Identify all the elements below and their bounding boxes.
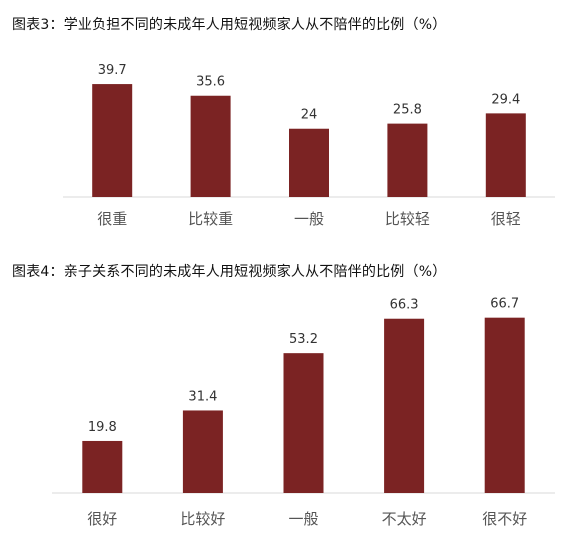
bar: [485, 113, 526, 197]
data-label: 19.8: [88, 420, 117, 435]
category-tick-label: 不太好: [382, 510, 427, 528]
data-label: 66.3: [390, 298, 419, 313]
chart-title: 图表3：学业负担不同的未成年人用短视频家人从不陪伴的比例（%）: [12, 17, 447, 33]
category-tick-label: 很轻: [491, 210, 521, 228]
data-label: 35.6: [196, 75, 225, 90]
data-label: 53.2: [289, 332, 318, 347]
bar: [289, 128, 329, 197]
bar-chart-svg: 19.8 很好 31.4 比较好 53.2 一般 66.3 不太好 66.7 很不好: [52, 297, 555, 528]
data-label: 24: [301, 108, 318, 123]
data-label: 31.4: [188, 389, 217, 404]
bar: [190, 95, 231, 197]
bar: [82, 440, 123, 493]
data-label: 25.8: [393, 103, 422, 118]
bar: [484, 317, 525, 493]
data-label: 29.4: [491, 92, 520, 107]
category-tick-label: 很好: [87, 510, 117, 528]
category-tick-label: 比较好: [180, 510, 225, 528]
bar: [387, 123, 428, 197]
bar-chart-svg: 39.7 很重 35.6 比较重 24 一般 25.8 比较轻 29.4 很轻: [63, 63, 555, 228]
bar: [182, 410, 223, 493]
category-tick-label: 比较轻: [385, 210, 430, 228]
bar: [92, 84, 133, 197]
category-tick-label: 很重: [97, 210, 127, 228]
category-tick-label: 一般: [294, 210, 324, 228]
data-label: 39.7: [98, 63, 127, 78]
chart-parent-child-relationship: 图表4：亲子关系不同的未成年人用短视频家人从不陪伴的比例（%） 19.8 很好 31…: [0, 255, 581, 541]
data-label: 66.7: [490, 297, 519, 312]
chart-academic-burden: 图表3：学业负担不同的未成年人用短视频家人从不陪伴的比例（%） 39.7 很重 35…: [0, 0, 581, 240]
chart-title: 图表4：亲子关系不同的未成年人用短视频家人从不陪伴的比例（%）: [12, 264, 447, 280]
bar: [283, 353, 324, 493]
category-tick-label: 一般: [288, 510, 318, 528]
category-tick-label: 很不好: [482, 510, 527, 528]
category-tick-label: 比较重: [188, 210, 233, 228]
bar: [384, 318, 425, 493]
